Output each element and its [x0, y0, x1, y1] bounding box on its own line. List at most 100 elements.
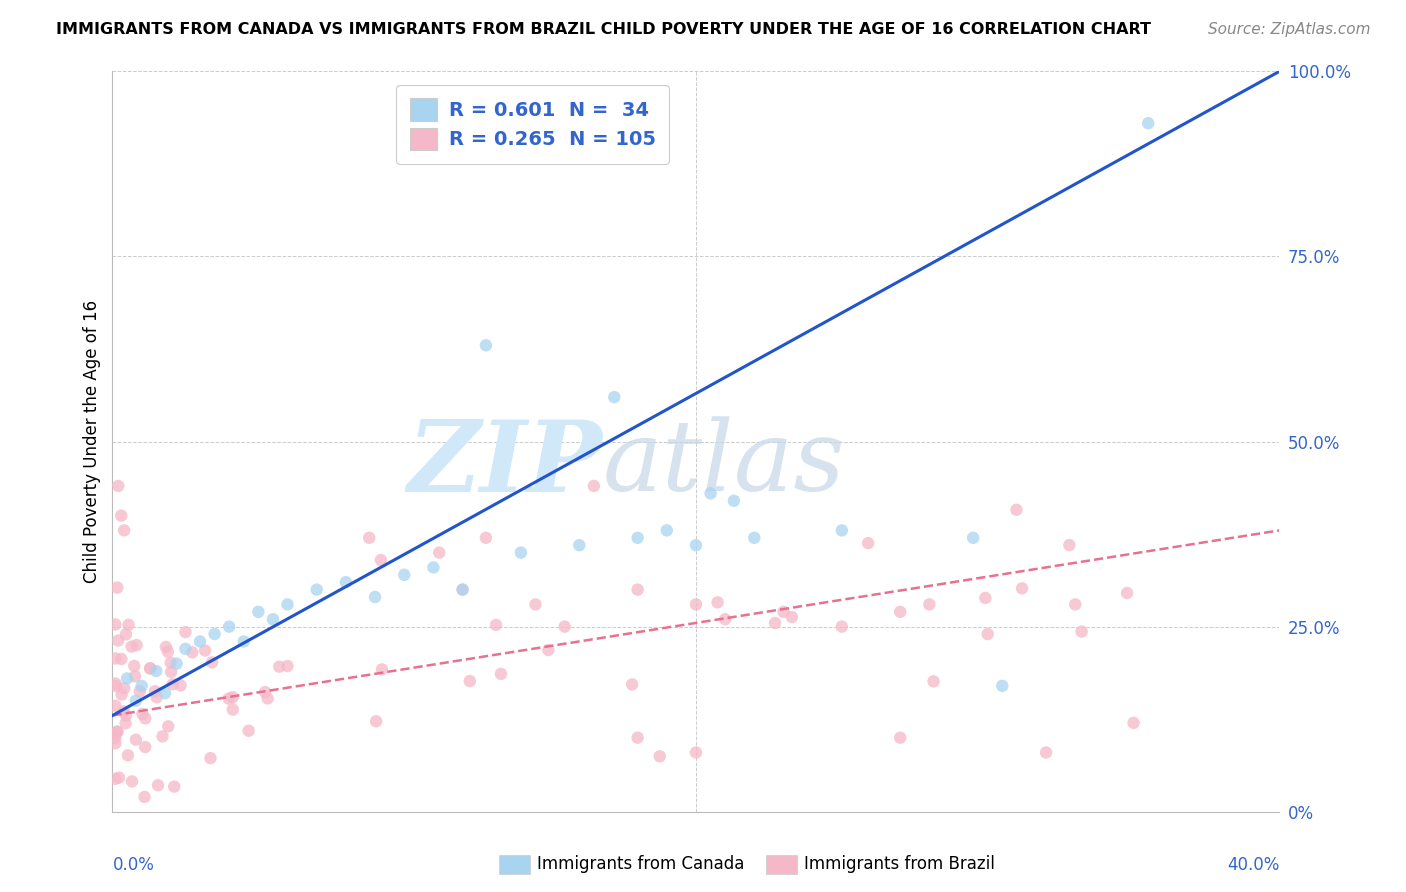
Point: [485, 618, 508, 632]
Text: IMMIGRANTS FROM CANADA VS IMMIGRANTS FROM BRAZIL CHILD POVERTY UNDER THE AGE OF : IMMIGRANTS FROM CANADA VS IMMIGRANTS FRO…: [56, 22, 1152, 37]
Point: [1011, 582, 1033, 596]
Point: [723, 493, 745, 508]
Point: [831, 524, 853, 538]
Point: [112, 524, 135, 538]
Point: [1064, 598, 1087, 612]
Point: [122, 659, 145, 673]
Point: [104, 731, 127, 745]
Point: [112, 705, 135, 719]
Point: [685, 538, 707, 552]
Point: [194, 643, 217, 657]
Point: [1035, 746, 1057, 760]
Point: [160, 665, 183, 679]
Point: [366, 714, 388, 729]
Point: [104, 651, 127, 665]
Point: [108, 771, 131, 785]
Point: [204, 627, 226, 641]
Point: [174, 641, 197, 656]
Point: [110, 508, 132, 523]
Point: [139, 661, 162, 675]
Point: [131, 706, 153, 721]
Point: [238, 723, 260, 738]
Point: [554, 619, 576, 633]
Text: 40.0%: 40.0%: [1227, 856, 1279, 874]
Point: [831, 619, 853, 633]
Point: [131, 679, 153, 693]
Point: [222, 703, 245, 717]
Point: [110, 652, 132, 666]
Point: [166, 657, 188, 671]
Point: [537, 643, 560, 657]
Point: [218, 619, 240, 633]
Point: [218, 691, 240, 706]
Point: [121, 640, 143, 654]
Point: [104, 679, 127, 693]
Point: [922, 674, 945, 689]
Point: [621, 677, 644, 691]
Point: [335, 575, 357, 590]
Point: [117, 617, 139, 632]
Point: [780, 610, 803, 624]
Point: [104, 772, 127, 786]
Point: [201, 656, 224, 670]
Point: [451, 582, 474, 597]
Point: [991, 679, 1014, 693]
Point: [156, 645, 179, 659]
Point: [489, 666, 512, 681]
Point: [742, 531, 765, 545]
Point: [371, 662, 394, 676]
Text: ZIP: ZIP: [408, 416, 603, 512]
Point: [269, 659, 291, 673]
Point: [1070, 624, 1092, 639]
Point: [305, 582, 328, 597]
Point: [714, 612, 737, 626]
Point: [889, 605, 911, 619]
Point: [169, 678, 191, 692]
Point: [524, 598, 547, 612]
Point: [159, 656, 181, 670]
Point: [370, 553, 392, 567]
Point: [509, 546, 531, 560]
Point: [104, 726, 127, 740]
Point: [247, 605, 270, 619]
Text: Source: ZipAtlas.com: Source: ZipAtlas.com: [1208, 22, 1371, 37]
Point: [655, 524, 678, 538]
Point: [153, 686, 176, 700]
Point: [114, 716, 136, 731]
Point: [105, 581, 128, 595]
Point: [107, 479, 129, 493]
Point: [763, 615, 786, 630]
Point: [889, 731, 911, 745]
Point: [111, 688, 134, 702]
Point: [364, 590, 387, 604]
Point: [976, 627, 998, 641]
Point: [146, 778, 169, 792]
Point: [974, 591, 997, 605]
Point: [627, 731, 650, 745]
Point: [699, 486, 721, 500]
Point: [112, 681, 135, 695]
Point: [117, 748, 139, 763]
Point: [627, 582, 650, 597]
Point: [181, 645, 204, 659]
Point: [772, 605, 794, 619]
Point: [918, 598, 941, 612]
Point: [124, 669, 146, 683]
Text: Immigrants from Brazil: Immigrants from Brazil: [804, 855, 995, 873]
Point: [1116, 586, 1139, 600]
Point: [262, 612, 284, 626]
Point: [115, 672, 138, 686]
Point: [157, 719, 180, 733]
Point: [458, 674, 481, 689]
Point: [856, 536, 879, 550]
Point: [475, 338, 498, 352]
Point: [451, 582, 474, 597]
Text: 0.0%: 0.0%: [112, 856, 155, 874]
Point: [603, 390, 626, 404]
Point: [145, 664, 167, 678]
Point: [1059, 538, 1081, 552]
Point: [222, 690, 245, 705]
Y-axis label: Child Poverty Under the Age of 16: Child Poverty Under the Age of 16: [83, 300, 101, 583]
Point: [163, 780, 186, 794]
Point: [394, 567, 416, 582]
